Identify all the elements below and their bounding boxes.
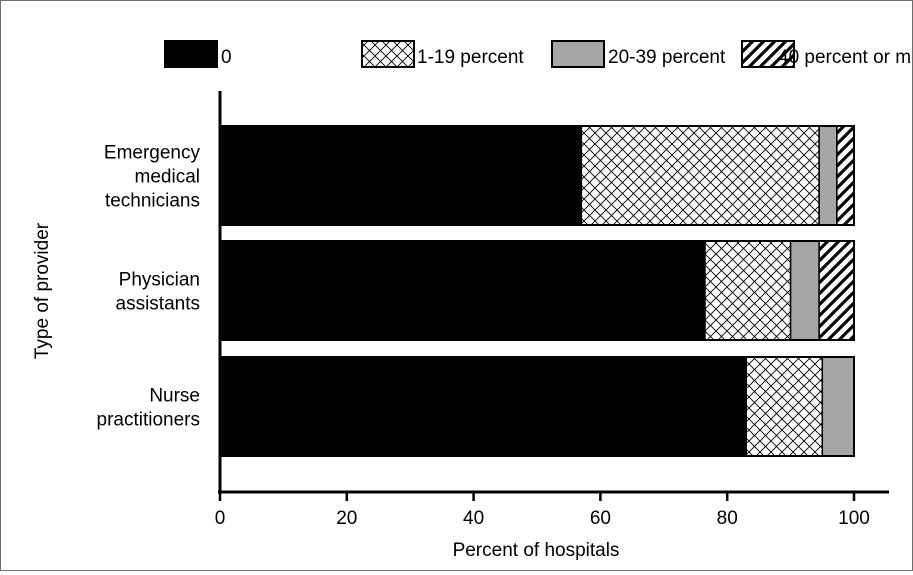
legend-label-1: 0: [221, 47, 232, 68]
bar-segment-2-2: [704, 240, 792, 341]
category-label-1: Emergency medical technicians: [104, 143, 201, 212]
category-label-3: Nurse practitioners: [97, 386, 201, 431]
legend: 0 1-19 percent 20-39 percent 40 percent or …: [164, 40, 913, 68]
legend-swatch-4: [741, 40, 795, 68]
x-tick-label-20: 20: [336, 508, 357, 529]
bar-segment-1-1: [219, 125, 583, 226]
bar-segment-2-4: [818, 240, 855, 341]
x-axis-title: Percent of hospitals: [453, 540, 620, 561]
bar-segment-2-1: [219, 240, 706, 341]
x-tick-label-80: 80: [717, 508, 738, 529]
x-tick-label-60: 60: [590, 508, 611, 529]
category-label-line: Emergency: [104, 143, 201, 164]
category-label-line: technicians: [105, 191, 200, 212]
bar-segment-1-4: [836, 125, 855, 226]
y-axis-title: Type of provider: [32, 222, 53, 359]
x-tick-label-0: 0: [215, 508, 226, 529]
bar-segment-1-2: [580, 125, 820, 226]
legend-swatch-1: [164, 40, 218, 68]
category-label-line: Nurse: [149, 386, 200, 407]
bar-segment-3-1: [219, 356, 747, 457]
legend-swatch-3: [551, 40, 605, 68]
bar-segment-3-3: [821, 356, 855, 457]
bar-segment-3-2: [745, 356, 824, 457]
x-tick-label-40: 40: [463, 508, 484, 529]
legend-label-4: 40 percent or more: [778, 47, 912, 68]
category-labels: Emergency medical technicians Physician assi…: [97, 143, 201, 431]
x-tick-label-100: 100: [838, 508, 870, 529]
bar-segment-1-3: [818, 125, 838, 226]
category-label-line: Physician: [119, 270, 200, 291]
legend-label-3: 20-39 percent: [608, 47, 726, 68]
bars-group: [219, 125, 855, 457]
legend-swatch-2: [361, 40, 415, 68]
category-label-line: practitioners: [97, 410, 201, 431]
bar-segment-2-3: [789, 240, 820, 341]
axes-group: 0 20 40 60 80 100: [215, 91, 889, 529]
legend-label-2: 1-19 percent: [417, 47, 524, 68]
category-label-2: Physician assistants: [116, 270, 200, 315]
category-label-line: medical: [135, 167, 200, 188]
category-label-line: assistants: [116, 294, 200, 315]
